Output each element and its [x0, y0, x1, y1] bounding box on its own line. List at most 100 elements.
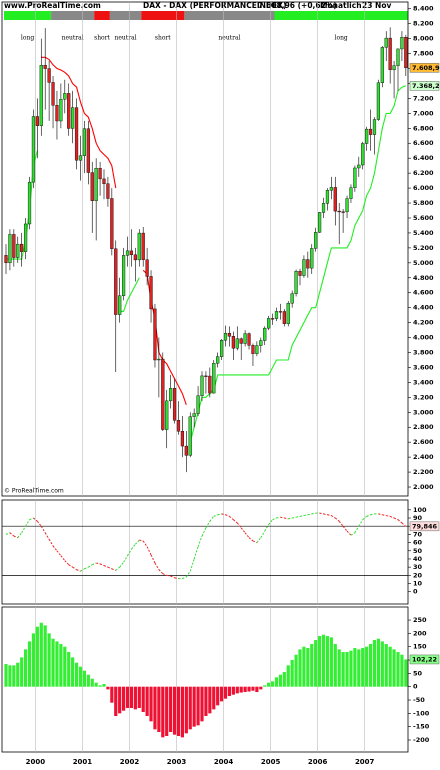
candle-body	[125, 250, 130, 256]
histogram-bar	[220, 686, 224, 702]
oscillator-segment	[236, 522, 242, 529]
end-value-label: 102,22	[412, 655, 437, 663]
oscillator-segment	[272, 517, 277, 521]
histogram-bar	[184, 686, 188, 734]
candle-body	[133, 254, 137, 261]
histogram-bar	[329, 637, 333, 687]
histogram-bar	[212, 686, 216, 710]
end-value-box	[409, 521, 440, 532]
histogram-bar	[47, 633, 51, 687]
candle-body	[129, 250, 134, 255]
histogram-bar	[94, 682, 98, 687]
histogram-bar	[12, 665, 16, 687]
oscillator-segment	[60, 555, 66, 561]
candle-body	[78, 155, 83, 161]
candle-body	[149, 276, 153, 310]
oscillator-segment	[350, 532, 356, 536]
candle-body	[368, 128, 373, 135]
y-tick-label: 4.800	[413, 274, 434, 282]
histogram-bar	[204, 686, 208, 717]
candle-body	[106, 183, 110, 199]
candle-body	[298, 271, 302, 276]
oscillator-segment	[185, 570, 191, 578]
oscillator-segment	[88, 564, 93, 568]
candle-body	[43, 65, 47, 69]
candle-body	[176, 420, 181, 432]
histogram-bar	[361, 648, 365, 687]
candle-body	[94, 168, 98, 201]
oscillator-segment	[276, 516, 281, 519]
oscillator-segment	[80, 568, 85, 572]
y-tick-label: 8.200	[413, 20, 434, 28]
y-tick-label: 50	[413, 669, 423, 677]
candle-body	[294, 271, 298, 294]
oscillator-segment	[33, 517, 38, 522]
histogram-bar	[392, 649, 396, 687]
histogram-bar	[227, 686, 232, 697]
candle-body	[157, 358, 161, 361]
oscillator-segment	[209, 516, 215, 522]
histogram-bar	[286, 665, 290, 687]
y-tick-label: 70	[413, 530, 423, 538]
histogram-bar	[137, 686, 141, 709]
histogram-bar	[216, 686, 220, 706]
y-tick-label: -50	[413, 696, 425, 704]
candle-body	[200, 375, 204, 396]
histogram-bar	[78, 666, 83, 687]
histogram-bar	[239, 686, 243, 693]
oscillator-segment	[295, 515, 301, 518]
candle-body	[231, 336, 235, 349]
oscillator-segment	[378, 513, 383, 516]
x-tick-label: 2003	[167, 758, 187, 766]
candle-body	[71, 107, 75, 129]
signal-segment	[4, 11, 52, 20]
y-tick-label: 10	[413, 580, 423, 588]
histogram-bar	[337, 649, 341, 687]
histogram-bar	[372, 640, 377, 687]
candle-body	[20, 243, 24, 252]
candle-body	[400, 37, 404, 50]
histogram-bar	[282, 672, 286, 687]
oscillator-segment	[84, 566, 89, 570]
candle-body	[223, 333, 228, 341]
histogram-bar	[86, 674, 90, 687]
copyright: © ProRealTime.com	[4, 488, 64, 495]
y-tick-label: 3.400	[413, 378, 434, 386]
y-tick-label: 5.000	[413, 259, 434, 267]
histogram-bar	[98, 685, 102, 687]
candle-body	[349, 187, 353, 199]
oscillator-segment	[111, 568, 116, 571]
end-value-box	[409, 654, 440, 665]
histogram-bar	[27, 641, 32, 687]
oscillator-segment	[131, 543, 136, 550]
candle-body	[188, 416, 192, 456]
oscillator-segment	[233, 519, 238, 524]
oscillator-segment	[284, 517, 289, 520]
candle-body	[27, 181, 32, 225]
histogram-bar	[255, 686, 259, 693]
oscillator-segment	[115, 566, 121, 571]
histogram-bar	[380, 641, 384, 687]
signal-segment	[184, 11, 275, 20]
candle-body	[67, 93, 71, 129]
signal-label: neutral	[62, 35, 84, 42]
histogram-bar	[188, 686, 192, 730]
histogram-bar	[208, 686, 212, 714]
x-tick-label: 2006	[308, 758, 328, 766]
histogram-bar	[294, 654, 298, 687]
oscillator-segment	[9, 532, 15, 537]
chart-title: DAX - DAX (PERFORMANCEINDEX)	[143, 1, 286, 10]
histogram-bar	[365, 646, 369, 687]
y-tick-label: 4.200	[413, 319, 434, 327]
oscillator-segment	[288, 517, 293, 520]
date: 23 Nov	[362, 1, 391, 10]
panel-frame	[1, 606, 409, 753]
candle-body	[137, 232, 141, 261]
oscillator-segment	[166, 574, 171, 577]
histogram-bar	[157, 686, 161, 733]
candle-body	[290, 293, 294, 304]
histogram-bar	[145, 686, 149, 717]
histogram-bar	[290, 660, 294, 687]
candle-body	[318, 212, 322, 233]
x-tick-label: 2000	[26, 758, 46, 766]
